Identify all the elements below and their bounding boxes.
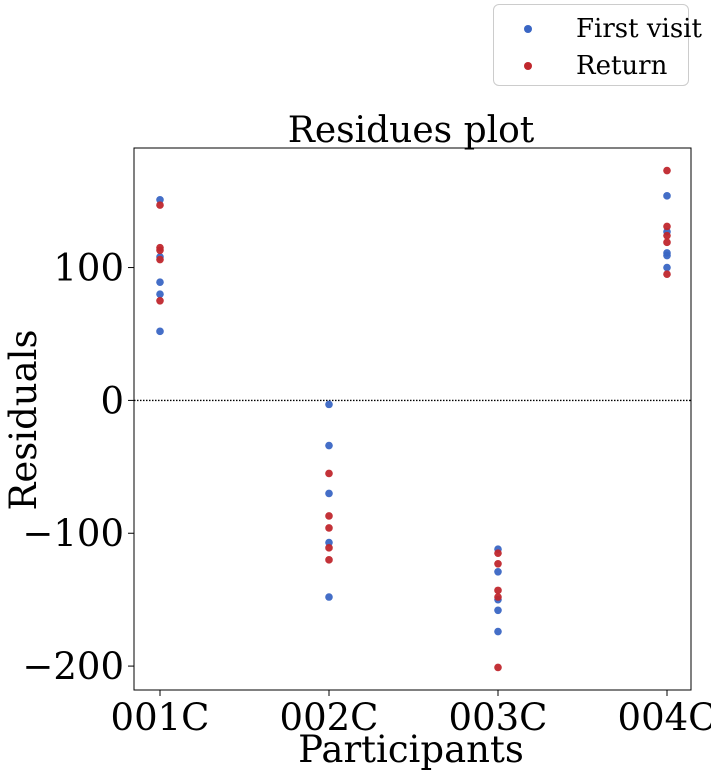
y-tick-label: −200 — [22, 645, 124, 688]
data-point-return — [663, 238, 671, 247]
data-point-return — [325, 469, 333, 478]
data-point-return — [663, 270, 671, 279]
data-point-return — [494, 559, 502, 568]
x-tick-label: 004C — [618, 696, 711, 739]
data-point-first-visit — [156, 327, 164, 336]
legend-marker-first-visit — [524, 25, 532, 33]
data-point-return — [494, 663, 502, 672]
y-tick-label: 0 — [100, 379, 124, 422]
data-point-return — [494, 586, 502, 595]
data-point-first-visit — [663, 251, 671, 260]
axes-frame — [133, 147, 692, 691]
data-point-first-visit — [494, 567, 502, 576]
legend-label-first-visit: First visit — [576, 14, 702, 44]
data-point-first-visit — [663, 192, 671, 200]
plot-area: −200 −100 0 100 001C 002C 003C 004C — [22, 147, 711, 739]
x-axis-label: Participants — [298, 728, 524, 771]
data-point-first-visit — [156, 196, 164, 204]
data-point-return — [494, 593, 502, 601]
y-tick-label: 100 — [53, 247, 124, 290]
legend-label-return: Return — [576, 51, 668, 81]
legend-item-return: Return — [494, 51, 688, 81]
data-point-first-visit — [156, 290, 164, 298]
chart-title: Residues plot — [288, 110, 535, 151]
legend-marker-return — [524, 62, 532, 70]
data-point-return — [156, 246, 164, 255]
data-point-return — [325, 544, 333, 552]
data-point-return — [325, 524, 333, 532]
data-point-return — [325, 512, 333, 520]
data-point-first-visit — [494, 606, 502, 615]
legend-item-first-visit: First visit — [494, 14, 702, 44]
data-point-return — [156, 201, 164, 209]
data-point-first-visit — [325, 593, 333, 601]
data-point-return — [156, 296, 164, 305]
data-point-return — [494, 549, 502, 557]
x-tick-label: 003C — [449, 696, 548, 739]
data-point-return — [663, 166, 671, 175]
data-point-first-visit — [663, 263, 671, 272]
y-axis-label: Residuals — [2, 330, 45, 511]
data-point-first-visit — [325, 538, 333, 547]
data-point-return — [325, 556, 333, 564]
y-tick-label: −100 — [22, 512, 124, 555]
x-tick-label: 002C — [280, 696, 379, 739]
data-point-return — [156, 255, 164, 264]
data-point-first-visit — [325, 489, 333, 498]
legend: First visit Return — [493, 4, 702, 86]
data-point-first-visit — [156, 278, 164, 286]
data-point-return — [663, 222, 671, 231]
x-tick-label: 001C — [111, 696, 210, 739]
data-point-first-visit — [494, 627, 502, 636]
data-point-first-visit — [325, 400, 333, 409]
data-point-return — [663, 231, 671, 240]
data-point-first-visit — [325, 441, 333, 450]
